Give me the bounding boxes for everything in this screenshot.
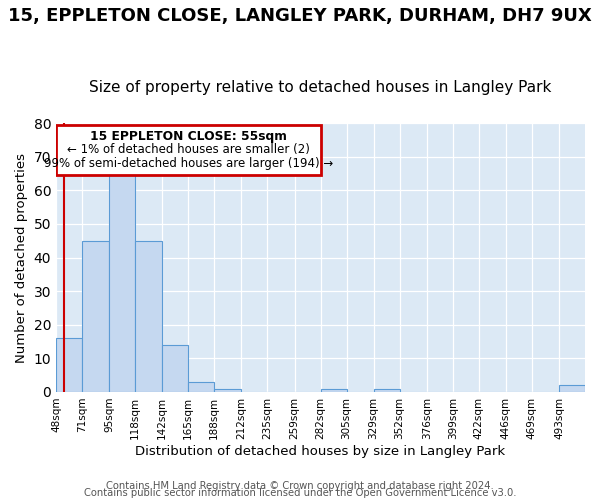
Text: Contains HM Land Registry data © Crown copyright and database right 2024.: Contains HM Land Registry data © Crown c… [106, 481, 494, 491]
Bar [559, 385, 585, 392]
Bar [56, 338, 82, 392]
Bar [82, 240, 109, 392]
Bar [135, 240, 162, 392]
Bar [109, 167, 135, 392]
Text: ← 1% of detached houses are smaller (2): ← 1% of detached houses are smaller (2) [67, 143, 310, 156]
Bar [374, 388, 400, 392]
Text: 15 EPPLETON CLOSE: 55sqm: 15 EPPLETON CLOSE: 55sqm [90, 130, 287, 143]
Bar [188, 382, 214, 392]
FancyBboxPatch shape [56, 124, 320, 175]
Bar [320, 388, 347, 392]
X-axis label: Distribution of detached houses by size in Langley Park: Distribution of detached houses by size … [136, 444, 506, 458]
Y-axis label: Number of detached properties: Number of detached properties [15, 152, 28, 362]
Bar [162, 345, 188, 392]
Title: Size of property relative to detached houses in Langley Park: Size of property relative to detached ho… [89, 80, 552, 96]
Text: Contains public sector information licensed under the Open Government Licence v3: Contains public sector information licen… [84, 488, 516, 498]
Bar [214, 388, 241, 392]
Text: 99% of semi-detached houses are larger (194) →: 99% of semi-detached houses are larger (… [44, 156, 333, 170]
Text: 15, EPPLETON CLOSE, LANGLEY PARK, DURHAM, DH7 9UX: 15, EPPLETON CLOSE, LANGLEY PARK, DURHAM… [8, 8, 592, 26]
